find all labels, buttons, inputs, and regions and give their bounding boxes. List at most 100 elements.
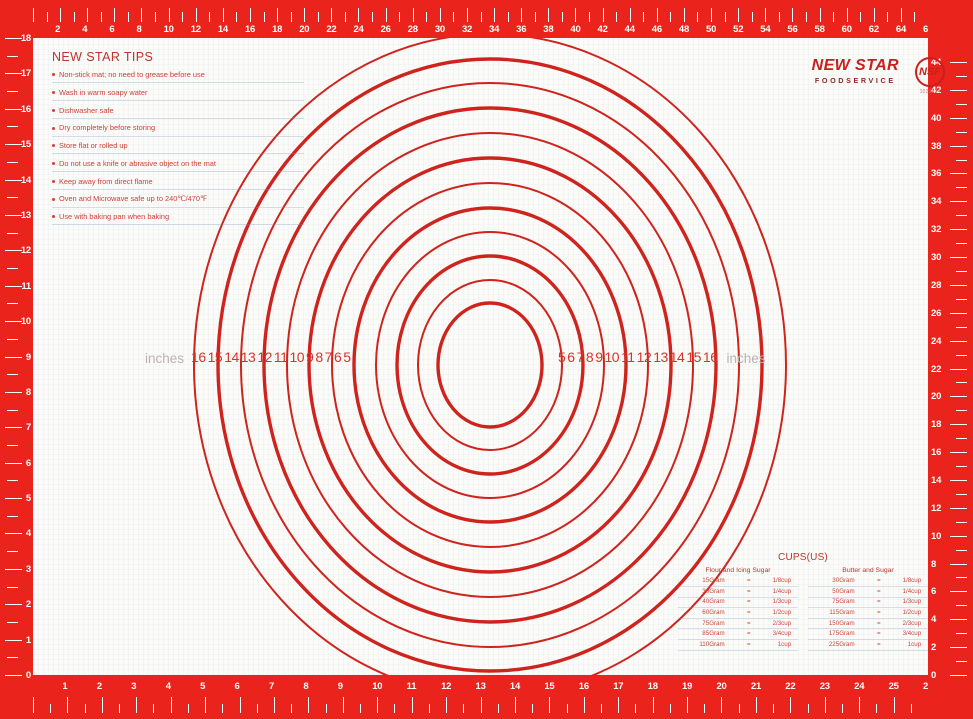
ruler-tick — [446, 697, 448, 713]
center-scale-number: 10 — [289, 349, 305, 365]
ruler-tick — [950, 229, 967, 231]
ruler-tick — [950, 452, 967, 454]
center-scale-number: 8 — [315, 349, 323, 365]
ruler-label: 56 — [787, 24, 798, 35]
ruler-tick — [7, 55, 18, 57]
center-scale-number: 8 — [585, 349, 594, 365]
ruler-tick — [277, 8, 279, 22]
ruler-tick — [950, 563, 967, 565]
ruler-label: 22 — [931, 363, 942, 375]
ruler-tick — [704, 704, 706, 713]
center-scale-number: 12 — [636, 349, 652, 365]
ruler-label: 8 — [25, 386, 31, 398]
cups-cell-value: 1/2 — [887, 607, 912, 619]
cups-cell-eq: = — [870, 607, 888, 619]
ruler-label: 6 — [931, 586, 937, 598]
tip-item: Non-stick mat; no need to grease before … — [52, 70, 304, 84]
ruler-tick — [84, 704, 86, 713]
ruler-label: 18 — [20, 33, 31, 44]
ruler-label: 2 — [931, 642, 937, 654]
cups-cell-eq: = — [740, 586, 758, 598]
ruler-tick — [738, 8, 740, 22]
ruler-label: 5 — [200, 681, 206, 692]
ruler-label: 16 — [578, 681, 589, 692]
center-scale-number: 12 — [257, 349, 272, 365]
tips-list: Non-stick mat; no need to grease before … — [52, 70, 304, 226]
cups-table-columns: Flour and Icing Sugar 15 Gram = 1/8 cup 30 Gram… — [678, 567, 928, 651]
cups-cell-eq: = — [870, 597, 888, 609]
ruler-tick — [583, 697, 585, 713]
ruler-tick — [5, 675, 22, 676]
ruler-label: 28 — [407, 24, 418, 35]
cups-cell-unit: Gram — [709, 618, 741, 630]
ruler-tick — [273, 697, 275, 713]
center-scale-number: 13 — [240, 349, 256, 365]
ruler-label: 12 — [20, 245, 31, 257]
ruler-label: 44 — [624, 24, 635, 35]
ruler-label: 12 — [931, 502, 942, 514]
ruler-tick — [900, 8, 902, 22]
ruler-tick — [249, 8, 251, 22]
cups-cell-value: 1/4 — [757, 586, 782, 598]
ruler-tick — [805, 12, 807, 22]
ruler-tick — [5, 321, 22, 323]
ruler-tick — [841, 704, 843, 713]
table-row: 60 Gram = 1/2 cup — [678, 607, 798, 619]
ruler-tick — [5, 462, 22, 464]
ruler-tick — [950, 89, 967, 91]
ruler-tick — [304, 8, 306, 22]
ruler-label: 60 — [841, 24, 852, 35]
cups-column-heading: Flour and Icing Sugar — [705, 567, 771, 574]
ruler-bottom-ticks: 1 2 3 4 5 6 7 8 9 10 11 12 13 14 15 16 17 18 19 20 21 22 23 24 2… — [0, 643, 973, 719]
tip-item: Store flat or rolled up — [52, 141, 304, 155]
ruler-label: 7 — [268, 681, 275, 692]
ruler-tick — [5, 250, 22, 252]
ruler-label: 19 — [682, 681, 693, 692]
cups-cell-value: 1/4 — [887, 586, 912, 598]
cups-cell-unit: Gram — [709, 628, 741, 641]
ruler-tick — [7, 621, 18, 623]
ruler-label: 0 — [931, 670, 937, 681]
ruler-label: 34 — [931, 196, 942, 208]
circle-guide — [436, 301, 544, 429]
ruler-tick — [950, 507, 967, 509]
ruler-label: 18 — [272, 24, 283, 35]
ruler-tick — [46, 12, 48, 22]
circle-guide — [286, 132, 694, 598]
cups-cell-cup: cup — [781, 576, 798, 588]
ruler-label: 2 — [25, 599, 31, 611]
ruler-tick — [670, 12, 672, 22]
ruler-tick — [5, 285, 22, 287]
brand-logo: NEW STAR FOODSERVICE — [812, 58, 899, 86]
cups-cell-eq: = — [870, 618, 888, 630]
ruler-tick — [5, 568, 22, 570]
center-scale-right: 5 6 7 8 9 10 11 12 13 14 15 16 inches — [558, 349, 766, 367]
ruler-label: 11 — [406, 681, 417, 692]
ruler-tick — [453, 12, 455, 22]
ruler-label: 13 — [475, 681, 486, 692]
ruler-label: 42 — [597, 24, 608, 35]
ruler-tick — [950, 535, 967, 537]
ruler-tick — [399, 12, 401, 22]
ruler-label: 11 — [21, 280, 31, 292]
circle-guide — [262, 106, 718, 624]
ruler-tick — [956, 521, 967, 523]
ruler-tick — [331, 8, 333, 22]
ruler-tick — [751, 12, 753, 22]
cups-cell-value: 3/4 — [887, 628, 912, 641]
ruler-tick — [602, 8, 604, 22]
ruler-tick — [101, 697, 103, 713]
tips-title: NEW STAR TIPS — [52, 50, 154, 64]
cups-cell-eq: = — [870, 586, 888, 598]
ruler-tick — [846, 8, 848, 22]
ruler-tick — [956, 103, 967, 105]
tip-item: Use with baking pan when baking — [52, 212, 304, 226]
ruler-right-ticks: 44 42 40 38 36 34 32 30 28 26 24 22 20 18 16 14 12 10 8 6 4 2… — [928, 0, 973, 719]
table-row: 85 Gram = 3/4 cup — [678, 628, 798, 641]
cups-cell-gram: 175 — [808, 628, 840, 641]
ruler-label: 20 — [299, 24, 310, 35]
ruler-left-ticks: 18 17 16 15 14 13 12 11 10 9 8 7 6 5 4 3 2 1 0 — [0, 0, 33, 719]
ruler-tick — [950, 340, 967, 342]
cups-cell-value: 1/2 — [757, 607, 782, 619]
cups-cell-unit: Gram — [709, 576, 741, 588]
